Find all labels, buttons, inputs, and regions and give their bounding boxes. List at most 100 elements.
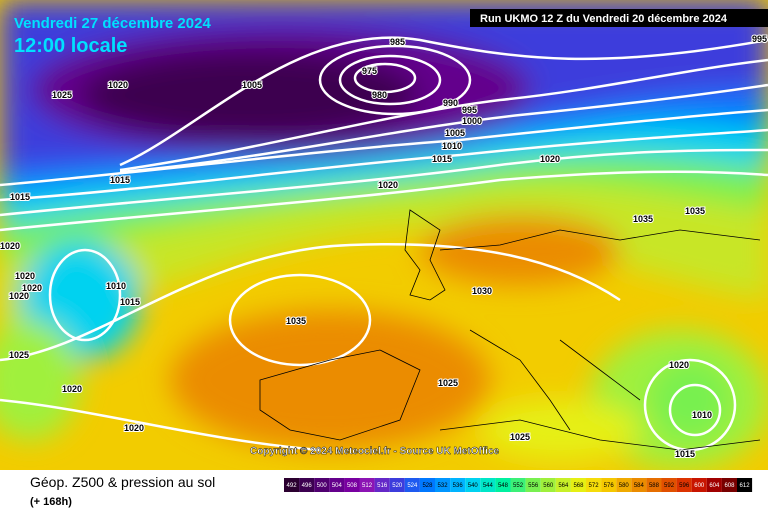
isobar-label: 1025 [438,378,458,388]
legend-swatch [480,478,496,492]
isobar-label: 1020 [62,384,82,394]
legend-label: 572 [589,483,600,489]
legend-swatch [495,478,511,492]
isobar-label: 1010 [692,410,712,420]
legend-swatch [676,478,692,492]
isobar-label: 1015 [10,192,30,202]
legend-swatch [570,478,586,492]
isobar-label: 1010 [106,281,126,291]
legend-swatch [389,478,405,492]
map-time: 12:00 locale [14,35,127,57]
isobar-label: 995 [752,34,767,44]
legend-swatch [691,478,707,492]
isobar-label: 1020 [9,291,29,301]
map-date: Vendredi 27 décembre 2024 [14,15,211,32]
coastlines [260,210,760,450]
legend-label: 524 [407,483,418,489]
legend-label: 496 [302,483,313,489]
legend-swatch [586,478,602,492]
isobar-label: 1015 [432,154,452,164]
isobar-label: 1030 [472,286,492,296]
isobar-label: 1020 [669,360,689,370]
isobar-lines [0,38,768,450]
legend-swatch [314,478,330,492]
legend-label: 516 [377,483,388,489]
legend-label: 600 [694,483,705,489]
legend-swatch [555,478,571,492]
isobar-label: 1035 [286,316,306,326]
legend-swatch [359,478,375,492]
legend-swatch [465,478,481,492]
legend-label: 568 [573,483,584,489]
isobar-label: 1025 [510,432,530,442]
legend-label: 552 [513,483,524,489]
isobar-label: 1020 [22,283,42,293]
legend-label: 548 [498,483,509,489]
legend-label: 596 [679,483,690,489]
legend-label: 492 [287,483,298,489]
isobar-label: 1005 [242,80,262,90]
legend-label: 556 [528,483,539,489]
legend-swatch [404,478,420,492]
isobar-label: 980 [372,90,387,100]
legend-label: 564 [558,483,569,489]
legend-swatch [706,478,722,492]
isobar-label: 1020 [108,80,128,90]
isobar-label: 1005 [445,128,465,138]
legend-label: 520 [392,483,403,489]
legend-label: 544 [483,483,494,489]
isobar-label: 985 [390,37,405,47]
legend-swatch [329,478,345,492]
legend-swatch [540,478,556,492]
legend-swatch [721,478,737,492]
isobar-label: 995 [462,105,477,115]
isobar-label: 1015 [110,175,130,185]
legend-label: 592 [664,483,675,489]
copyright: Copyright © 2024 Meteociel.fr - Source U… [250,446,500,457]
legend-label: 536 [453,483,464,489]
legend-label: 588 [649,483,660,489]
field [0,0,768,470]
legend-swatch [284,478,300,492]
legend-label: 500 [317,483,328,489]
legend-swatch [299,478,315,492]
legend-swatch [631,478,647,492]
isobar-label: 1025 [52,90,72,100]
isobar-label: 1025 [9,350,29,360]
legend-swatch [419,478,435,492]
isobar-label: 1000 [462,116,482,126]
run-box [470,9,768,27]
legend-label: 584 [634,483,645,489]
legend-label: 604 [709,483,720,489]
legend-label: 504 [332,483,343,489]
legend-swatch [661,478,677,492]
legend-swatch [374,478,390,492]
legend-label: 540 [468,483,479,489]
legend-label: 560 [543,483,554,489]
isobar-label: 975 [362,66,377,76]
isobar-labels: 9859759809909951000100510101015102010251… [0,33,768,460]
legend-label: 576 [604,483,615,489]
legend-label: 528 [422,483,433,489]
footer-subtitle: (+ 168h) [30,496,72,508]
legend-swatch [450,478,466,492]
legend-swatch [646,478,662,492]
legend-swatch [435,478,451,492]
isobar-label: 1020 [15,271,35,281]
legend-swatch [510,478,526,492]
legend-label: 508 [347,483,358,489]
legend-swatch [616,478,632,492]
isobar-label: 1020 [0,241,20,251]
isobar-label: 1015 [675,449,695,459]
isobar-label: 1020 [124,423,144,433]
legend-swatch [344,478,360,492]
isobar-label: 1010 [442,141,462,151]
legend-label: 580 [619,483,630,489]
legend-swatch [601,478,617,492]
run-info: Run UKMO 12 Z du Vendredi 20 décembre 20… [480,13,728,25]
legend-swatch [737,478,753,492]
isobar-label: 1015 [120,297,140,307]
legend-label: 612 [740,483,751,489]
legend-swatch [525,478,541,492]
